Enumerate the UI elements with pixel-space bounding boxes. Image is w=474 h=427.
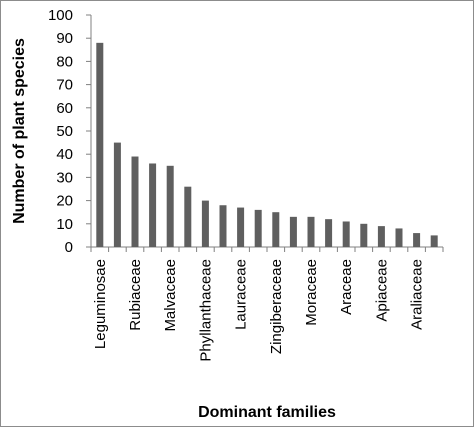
x-tick-label: Lauraceae bbox=[233, 259, 250, 330]
bar bbox=[289, 216, 297, 247]
y-axis: 0 10 20 30 40 50 60 70 80 90 100 bbox=[48, 7, 92, 256]
x-tick-label: Malvaceae bbox=[162, 259, 179, 332]
bar bbox=[219, 205, 227, 247]
bar bbox=[360, 223, 368, 247]
x-tick-label: Phyllanthaceae bbox=[197, 259, 214, 362]
bar bbox=[342, 221, 350, 247]
bar bbox=[307, 216, 315, 247]
bar bbox=[325, 219, 333, 247]
y-tick-label: 80 bbox=[56, 53, 73, 70]
x-tick-label: Leguminosae bbox=[92, 259, 109, 349]
x-tick-label: Zingiberaceae bbox=[268, 259, 285, 354]
y-tick-label: 100 bbox=[48, 7, 73, 24]
bar bbox=[395, 228, 403, 247]
x-tick-label: Araceae bbox=[338, 259, 355, 315]
x-axis-title: Dominant families bbox=[198, 404, 336, 421]
bar bbox=[413, 233, 421, 247]
y-tick-label: 60 bbox=[56, 100, 73, 117]
x-axis: Leguminosae Rubiaceae Malvaceae Phyllanthac… bbox=[90, 246, 444, 362]
y-tick-label: 20 bbox=[56, 193, 73, 210]
bar bbox=[377, 226, 385, 247]
x-tick-label: Moraceae bbox=[303, 259, 320, 326]
y-tick-label: 10 bbox=[56, 216, 73, 233]
bar bbox=[272, 212, 280, 247]
x-tick-label: Araliaceae bbox=[409, 259, 426, 330]
y-axis-title: Number of plant species bbox=[11, 38, 28, 224]
bars bbox=[96, 42, 438, 248]
y-tick-label: 70 bbox=[56, 77, 73, 94]
bar bbox=[430, 235, 438, 247]
y-tick-label: 90 bbox=[56, 30, 73, 47]
bar bbox=[113, 142, 121, 247]
y-tick-label: 30 bbox=[56, 169, 73, 186]
bar bbox=[184, 186, 192, 247]
bar bbox=[201, 200, 209, 247]
bar bbox=[166, 165, 174, 247]
bar bbox=[96, 42, 104, 248]
y-tick-label: 40 bbox=[56, 146, 73, 163]
y-tick-label: 50 bbox=[56, 123, 73, 140]
y-tick-label: 0 bbox=[65, 239, 73, 256]
x-tick-label: Apiaceae bbox=[373, 259, 390, 322]
bar bbox=[131, 156, 139, 247]
bar bbox=[237, 207, 245, 247]
bar bbox=[254, 209, 262, 247]
x-tick-label: Rubiaceae bbox=[127, 259, 144, 331]
bar bbox=[149, 163, 157, 247]
